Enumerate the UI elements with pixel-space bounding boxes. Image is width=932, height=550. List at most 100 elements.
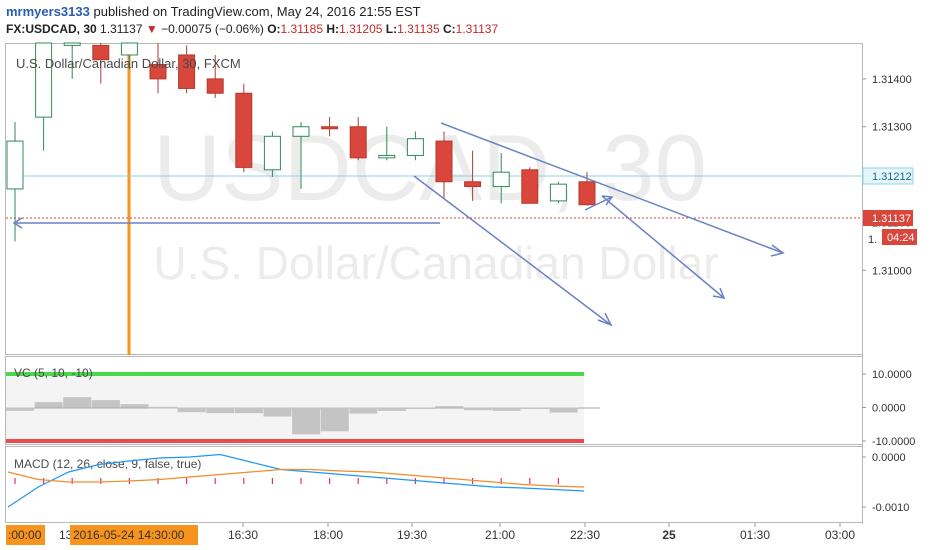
candle [521,167,539,204]
vc-bar [435,406,464,408]
candle [235,83,253,173]
time-tick-label: 18:00 [313,528,343,542]
candle [206,54,224,99]
arrowhead-4-icon [712,287,726,299]
vc-bar [91,400,120,408]
price-change: −0.00075 (−0.06%) [161,22,264,36]
vc-bar [349,407,378,414]
candle [263,131,281,177]
last-price: 1.31137 [100,22,143,36]
vc-bar [320,407,349,432]
author-name[interactable]: mrmyers3133 [6,4,90,19]
time-tick-label: 19:30 [397,528,427,542]
time-axis: :00:00 13 2016-05-24 14:30:00 16:30 18:00… [6,523,855,545]
macd-tick-label: 0.0000 [872,452,906,464]
vc-bar [406,407,435,409]
open-value: 1.31185 [280,22,324,36]
watermark-description: U.S. Dollar/Canadian Dollar [153,237,718,289]
candle [549,181,567,204]
vc-legend: VC (5, 10, -10) [14,366,93,380]
candle [63,42,81,79]
price-tick-label: 1.31300 [872,122,912,134]
svg-text:2016-05-24 14:30:00: 2016-05-24 14:30:00 [73,528,185,542]
time-tick-label: 21:00 [485,528,515,542]
vc-bar [149,406,178,409]
candle [149,43,167,94]
publish-info: published on TradingView.com, May 24, 20… [93,4,421,19]
vc-bar [263,407,292,417]
vc-bar [492,407,521,411]
candle [492,153,510,204]
candle [406,131,424,161]
candle [464,150,482,201]
candle [435,131,453,199]
macd-line [7,453,585,508]
candle-body [263,135,281,171]
candle [292,121,310,189]
trend-drawings[interactable] [12,122,785,327]
open-label: O: [267,22,281,36]
svg-text:1.31137: 1.31137 [872,213,911,225]
candle-body [549,183,567,202]
candle-body [406,138,424,156]
candle-body [435,140,453,183]
high-value: 1.31205 [339,22,383,36]
time-tick-label: 03:00 [825,528,855,542]
vc-tick-label: 0.0000 [872,403,906,415]
trend-arrow-3 [584,196,613,211]
candle-body [578,181,596,206]
trend-arrow-2 [413,175,612,326]
partial-tick-label: 1. [868,234,877,246]
svg-text:04:24: 04:24 [887,232,915,244]
crosshair-time-tag: 2016-05-24 14:30:00 [70,525,198,545]
macd-signal-line [7,468,585,488]
vc-bar [120,404,149,408]
svg-text:1.31212: 1.31212 [872,171,912,183]
time-tick-label: 01:30 [740,528,770,542]
candle-body [292,126,310,137]
vc-tick-label: -10.0000 [872,436,915,448]
candle-body [63,42,81,46]
close-label: C: [442,22,456,36]
arrowhead-2-icon [597,312,613,327]
vc-bar [377,407,407,411]
vc-tick-label: 10.0000 [872,369,912,381]
candle-body [6,140,24,190]
vc-axis: 10.0000 0.0000 -10.0000 [862,369,915,448]
candle [378,126,396,161]
high-label: H: [326,22,340,36]
vc-bar [63,397,92,408]
candle-body [235,92,253,168]
bar-countdown-tag: 04:24 [882,229,917,245]
candle [120,42,138,70]
main-pane-legend: U.S. Dollar/Canadian Dollar, 30, FXCM [16,56,241,71]
vc-bar [34,402,63,408]
vc-bar [6,407,35,411]
candle-body [492,171,510,188]
time-tick-label: 22:30 [570,528,600,542]
vc-histogram [6,397,578,435]
price-tick-label: 1.31000 [872,265,912,277]
candle-body [464,181,482,188]
macd-tick-label: -0.0010 [872,502,909,514]
svg-text::00:00: :00:00 [8,528,42,542]
left-arrowhead-icon [12,217,23,229]
current-price-tag: 1.31212 [862,167,914,185]
time-tick-label: 16:30 [228,528,258,542]
candle-body [206,78,224,94]
candle-body [321,126,339,130]
candle [92,43,110,84]
candle-body [120,42,138,56]
candle-body [178,54,196,89]
ohlc-header: FX:USDCAD, 30 1.31137 ▼ −0.00075 (−0.06%… [6,22,498,36]
vc-bar [177,407,206,413]
down-arrow-icon: ▼ [145,22,158,36]
vc-bar [463,407,492,411]
price-tick-label: 1.31400 [872,74,912,86]
candle [178,45,196,94]
macd-axis: 0.0000 -0.0010 [862,452,909,514]
candle-body [92,44,110,61]
partial-time-label: 13 [59,528,73,542]
vc-bar [521,407,550,409]
